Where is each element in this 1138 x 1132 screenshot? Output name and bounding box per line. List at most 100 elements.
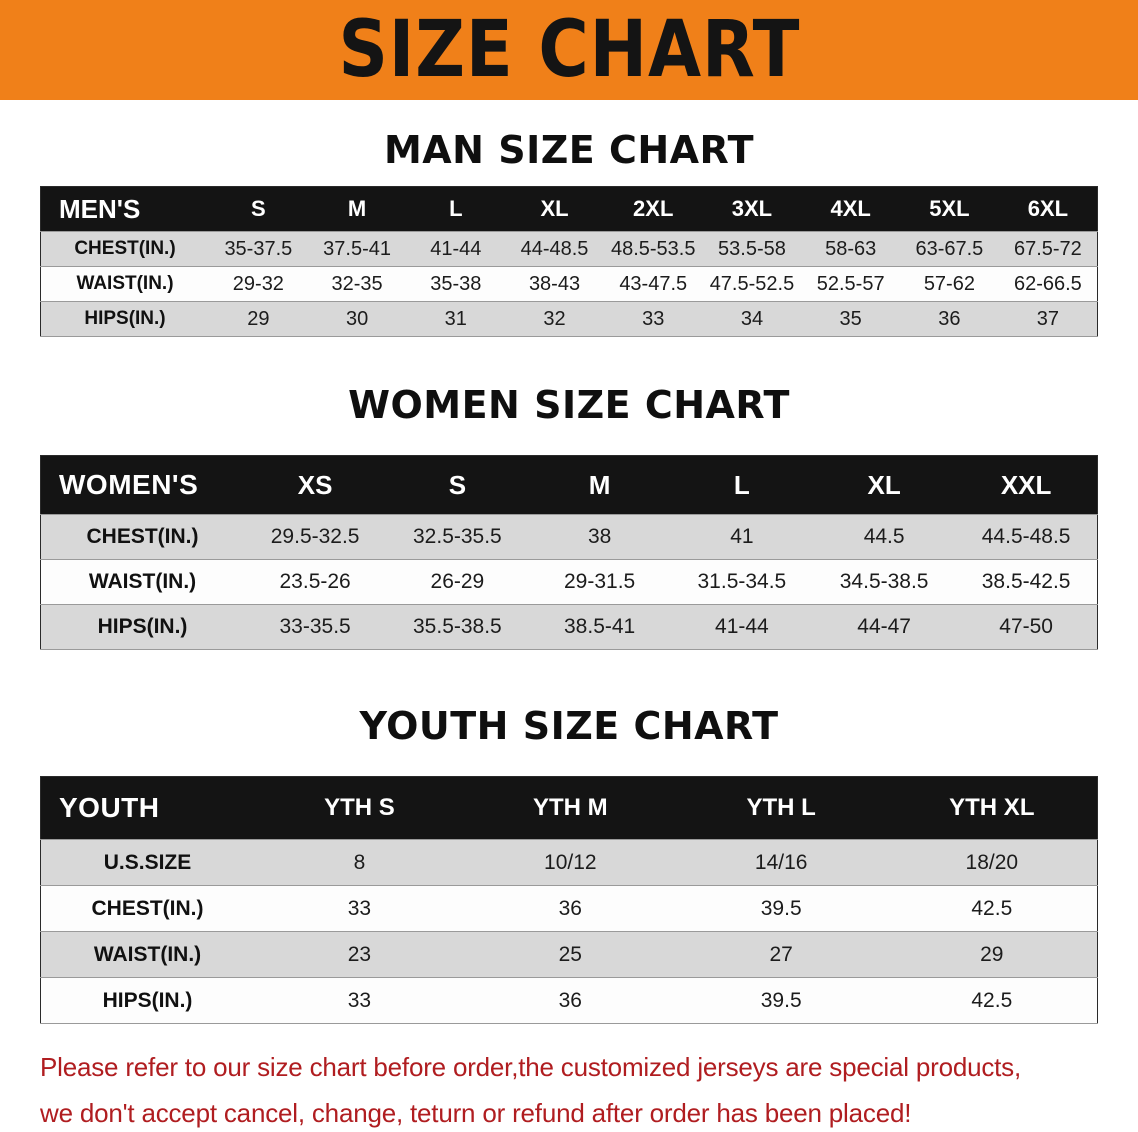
- banner-title: SIZE CHART: [338, 5, 800, 95]
- measurement-row: U.S.SIZE 8 10/12 14/16 18/20: [40, 839, 1098, 886]
- size-value-cell: 44.5: [813, 514, 956, 560]
- size-value-cell: 37: [998, 301, 1098, 337]
- size-column-header: XXL: [955, 455, 1098, 515]
- size-column-header: S: [209, 186, 308, 232]
- size-value-cell: 42.5: [886, 885, 1098, 932]
- size-value-cell: 41-44: [406, 231, 506, 267]
- row-label: WAIST(IN.): [40, 266, 209, 302]
- size-value-cell: 33: [254, 977, 465, 1024]
- size-value-cell: 38: [528, 514, 671, 560]
- size-column-header: YTH XL: [886, 776, 1098, 840]
- size-value-cell: 41: [670, 514, 813, 560]
- size-value-cell: 39.5: [675, 977, 887, 1024]
- size-value-cell: 58-63: [801, 231, 901, 267]
- measurement-row: HIPS(IN.) 29 30 31 32 33 34 35 36 37: [40, 301, 1098, 337]
- size-value-cell: 29: [209, 301, 308, 337]
- size-value-cell: 36: [464, 885, 676, 932]
- size-value-cell: 23: [254, 931, 465, 978]
- size-value-cell: 44-47: [813, 604, 956, 650]
- size-column-header: XS: [244, 455, 387, 515]
- measurement-row: CHEST(IN.) 29.5-32.5 32.5-35.5 38 41 44.5 44.5…: [40, 514, 1098, 560]
- men-size-table: MEN'S S M L XL 2XL 3XL 4XL 5XL 6XL CHEST(IN.) 35-37…: [40, 186, 1098, 337]
- size-column-header: S: [386, 455, 529, 515]
- measurement-row: WAIST(IN.) 23 25 27 29: [40, 931, 1098, 978]
- size-column-header: YTH S: [254, 776, 465, 840]
- size-value-cell: 38.5-41: [528, 604, 671, 650]
- size-chart-banner: SIZE CHART: [0, 0, 1138, 100]
- size-value-cell: 48.5-53.5: [603, 231, 703, 267]
- youth-size-table: YOUTH YTH S YTH M YTH L YTH XL U.S.SIZE 8 10/12…: [40, 776, 1098, 1024]
- footer-line-2: we don't accept cancel, change, teturn o…: [40, 1098, 912, 1128]
- youth-size-chart-heading: YOUTH SIZE CHART: [359, 704, 779, 748]
- size-value-cell: 41-44: [670, 604, 813, 650]
- measurement-row: CHEST(IN.) 35-37.5 37.5-41 41-44 44-48.5 48.5…: [40, 231, 1098, 267]
- size-value-cell: 35.5-38.5: [386, 604, 529, 650]
- row-label: HIPS(IN.): [40, 977, 254, 1024]
- women-size-chart-heading: WOMEN SIZE CHART: [348, 383, 790, 427]
- size-value-cell: 38-43: [505, 266, 604, 302]
- size-value-cell: 29: [886, 931, 1098, 978]
- size-value-cell: 23.5-26: [244, 559, 387, 605]
- size-value-cell: 36: [464, 977, 676, 1024]
- women-size-table: WOMEN'S XS S M L XL XXL CHEST(IN.) 29.5-32.5 32.5…: [40, 455, 1098, 650]
- size-value-cell: 37.5-41: [307, 231, 407, 267]
- size-value-cell: 8: [254, 839, 465, 886]
- size-value-cell: 47-50: [955, 604, 1098, 650]
- size-value-cell: 29-31.5: [528, 559, 671, 605]
- row-label: CHEST(IN.): [40, 231, 209, 267]
- table-header-row: YOUTH YTH S YTH M YTH L YTH XL: [40, 776, 1098, 840]
- row-label: HIPS(IN.): [40, 604, 244, 650]
- size-value-cell: 33: [254, 885, 465, 932]
- row-label: HIPS(IN.): [40, 301, 209, 337]
- size-value-cell: 18/20: [886, 839, 1098, 886]
- size-column-header: 6XL: [998, 186, 1098, 232]
- size-value-cell: 26-29: [386, 559, 529, 605]
- size-value-cell: 44-48.5: [505, 231, 604, 267]
- size-value-cell: 47.5-52.5: [702, 266, 802, 302]
- size-column-header: L: [670, 455, 813, 515]
- size-column-header: M: [528, 455, 671, 515]
- size-column-header: 5XL: [900, 186, 999, 232]
- size-value-cell: 67.5-72: [998, 231, 1098, 267]
- size-value-cell: 52.5-57: [801, 266, 901, 302]
- table-corner-label: WOMEN'S: [40, 455, 244, 515]
- measurement-row: WAIST(IN.) 23.5-26 26-29 29-31.5 31.5-34.5 34…: [40, 559, 1098, 605]
- size-column-header: L: [406, 186, 506, 232]
- size-value-cell: 35: [801, 301, 901, 337]
- size-value-cell: 35-38: [406, 266, 506, 302]
- size-value-cell: 42.5: [886, 977, 1098, 1024]
- size-value-cell: 33: [603, 301, 703, 337]
- size-column-header: 4XL: [801, 186, 901, 232]
- size-value-cell: 32: [505, 301, 604, 337]
- row-label: CHEST(IN.): [40, 885, 254, 932]
- size-column-header: XL: [505, 186, 604, 232]
- size-column-header: M: [307, 186, 407, 232]
- footer-line-1: Please refer to our size chart before or…: [40, 1052, 1022, 1082]
- size-value-cell: 44.5-48.5: [955, 514, 1098, 560]
- size-value-cell: 53.5-58: [702, 231, 802, 267]
- man-size-chart-heading: MAN SIZE CHART: [383, 128, 755, 172]
- size-value-cell: 43-47.5: [603, 266, 703, 302]
- size-value-cell: 29.5-32.5: [244, 514, 387, 560]
- size-column-header: XL: [813, 455, 956, 515]
- size-column-header: YTH L: [675, 776, 887, 840]
- size-value-cell: 32-35: [307, 266, 407, 302]
- size-value-cell: 62-66.5: [998, 266, 1098, 302]
- row-label: WAIST(IN.): [40, 931, 254, 978]
- table-header-row: MEN'S S M L XL 2XL 3XL 4XL 5XL 6XL: [40, 186, 1098, 232]
- size-value-cell: 34.5-38.5: [813, 559, 956, 605]
- size-value-cell: 34: [702, 301, 802, 337]
- row-label: WAIST(IN.): [40, 559, 244, 605]
- measurement-row: HIPS(IN.) 33 36 39.5 42.5: [40, 977, 1098, 1024]
- measurement-row: CHEST(IN.) 33 36 39.5 42.5: [40, 885, 1098, 932]
- size-value-cell: 35-37.5: [209, 231, 308, 267]
- size-value-cell: 38.5-42.5: [955, 559, 1098, 605]
- measurement-row: HIPS(IN.) 33-35.5 35.5-38.5 38.5-41 41-44 44-…: [40, 604, 1098, 650]
- size-value-cell: 10/12: [464, 839, 676, 886]
- size-value-cell: 36: [900, 301, 999, 337]
- size-value-cell: 27: [675, 931, 887, 978]
- size-value-cell: 39.5: [675, 885, 887, 932]
- measurement-row: WAIST(IN.) 29-32 32-35 35-38 38-43 43-47.5 47.…: [40, 266, 1098, 302]
- size-value-cell: 31: [406, 301, 506, 337]
- row-label: U.S.SIZE: [40, 839, 254, 886]
